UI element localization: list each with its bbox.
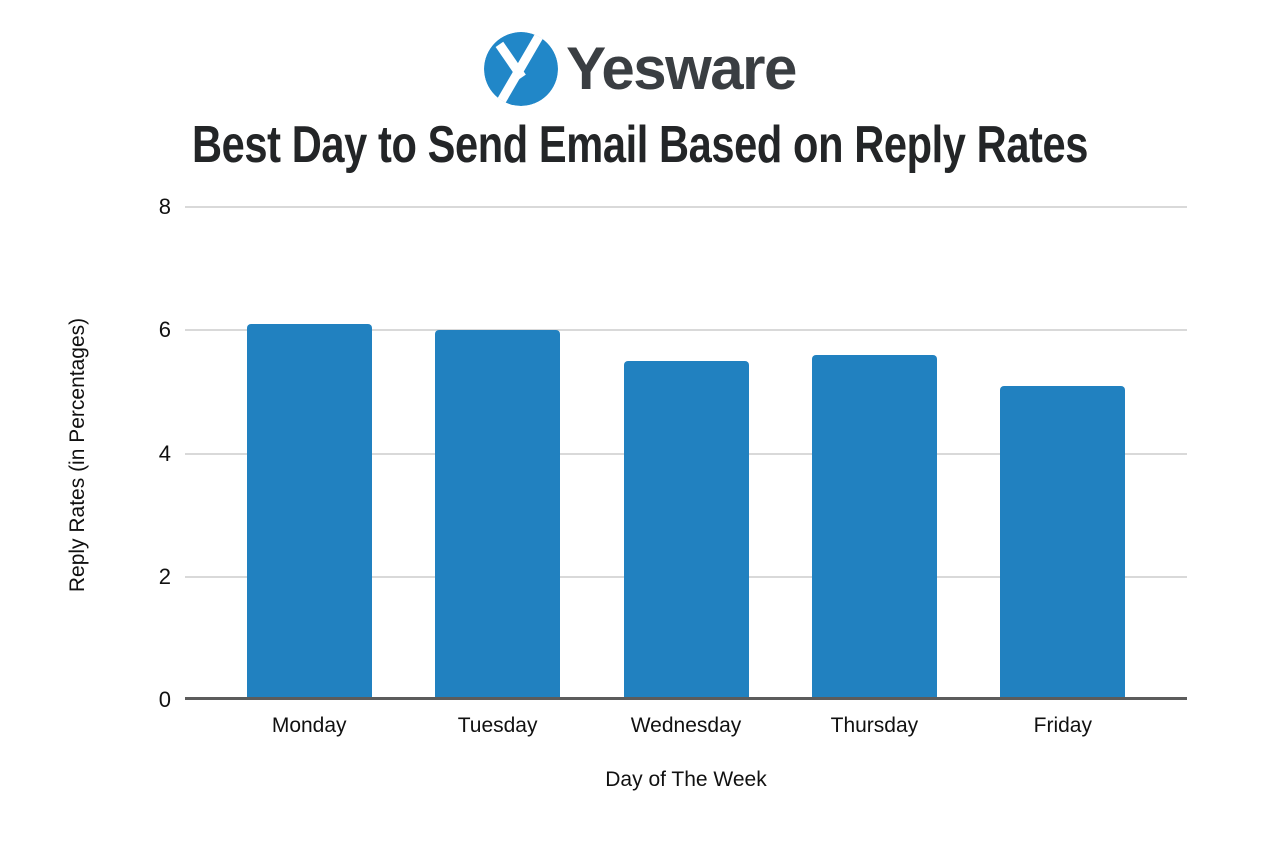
gridline: [185, 206, 1187, 208]
x-category-label: Thursday: [830, 714, 919, 737]
x-axis-title: Day of The Week: [605, 768, 767, 791]
gridline: [185, 329, 1187, 332]
y-tick-label: 6: [158, 317, 171, 343]
page-title: Best Day to Send Email Based on Reply Ra…: [192, 116, 1088, 174]
y-tick-label: 4: [158, 440, 171, 466]
brand-wordmark: Yesware: [566, 35, 797, 102]
bar-wednesday: [623, 361, 749, 700]
x-axis-baseline: [185, 697, 1187, 700]
bar-monday: [246, 324, 372, 700]
y-tick-label: 2: [158, 563, 171, 589]
plot-area: 0 2 4 6 8 Monday Tuesday Wednesday Thursday Frida…: [159, 196, 1187, 737]
bar-tuesday: [435, 330, 561, 700]
y-axis-title: Reply Rates (in Percentages): [66, 317, 89, 593]
bar-thursday: [811, 354, 937, 700]
y-tick-label: 8: [158, 194, 171, 219]
x-category-label: Friday: [1033, 714, 1092, 737]
x-category-label: Tuesday: [457, 714, 538, 737]
yesware-y-icon: [484, 32, 559, 106]
bar-friday: [1000, 385, 1126, 700]
x-category-label: Wednesday: [630, 714, 742, 737]
y-tick-label: 0: [158, 687, 171, 712]
logo: Yesware: [0, 32, 1280, 106]
x-category-label: Monday: [271, 714, 347, 737]
